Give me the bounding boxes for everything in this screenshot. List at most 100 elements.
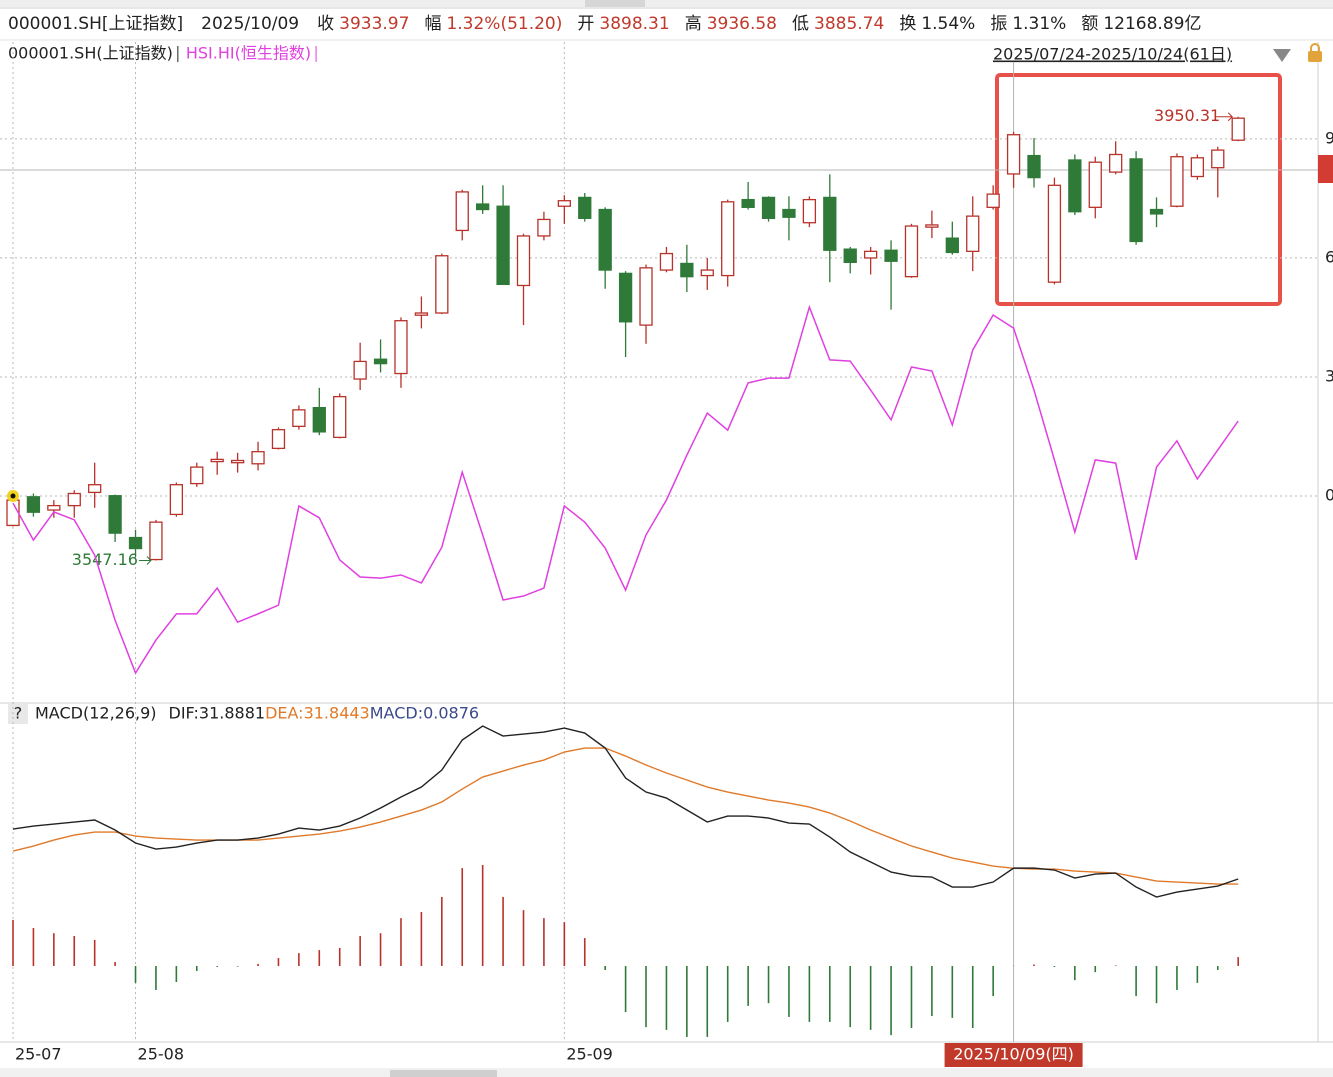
- candle-body: [680, 262, 694, 278]
- candle-body: [1231, 117, 1245, 141]
- field-label: 开: [577, 14, 594, 34]
- candle-body: [516, 235, 531, 287]
- macd-legend-name: DIF:: [169, 704, 199, 723]
- candle-body: [700, 269, 714, 277]
- legend-entry: HSI.HI(恒生指数): [186, 44, 311, 63]
- candle-body: [414, 312, 429, 316]
- candle-body: [863, 250, 878, 259]
- candle-body: [149, 521, 163, 561]
- candle-body: [1027, 154, 1041, 179]
- field-value: 1.31%: [1012, 14, 1066, 34]
- field-label: 振: [990, 14, 1007, 34]
- candle-body: [1047, 184, 1062, 283]
- candle-body: [128, 536, 143, 550]
- candle-body: [925, 224, 939, 228]
- candle-body: [578, 196, 592, 219]
- candle-body: [1109, 153, 1123, 173]
- candle-body: [618, 272, 633, 323]
- help: ?: [14, 704, 23, 723]
- candle-body: [782, 208, 796, 218]
- lock-icon[interactable]: [1308, 51, 1322, 62]
- x-tick-label: 25-09: [566, 1045, 613, 1064]
- candle-body: [373, 358, 388, 365]
- candle-body: [639, 267, 653, 326]
- macd-legend-value: 31.8881: [199, 704, 265, 723]
- candle-body: [659, 252, 674, 271]
- candle-body: [496, 205, 510, 286]
- candle-body: [1190, 157, 1205, 178]
- x-tick-label: 25-08: [138, 1045, 185, 1064]
- candle-body: [1129, 158, 1143, 243]
- candle-body: [802, 198, 817, 224]
- field-label: 额: [1081, 14, 1098, 34]
- candle-body: [1068, 159, 1082, 213]
- candle-body: [966, 215, 980, 253]
- macd-line: [12, 747, 1239, 885]
- field-label: 高: [685, 14, 702, 34]
- macd-title: MACD(12,26,9): [35, 704, 157, 723]
- low-arrow: [138, 556, 152, 565]
- candle-body: [67, 492, 81, 507]
- high-arrow: [1216, 112, 1233, 122]
- low-label: 3547.16: [72, 550, 138, 569]
- candle-body: [884, 249, 898, 262]
- macd-legend-value: 31.8443: [304, 704, 370, 723]
- candle-body: [292, 409, 306, 428]
- candle-body: [88, 484, 102, 494]
- candle-body: [823, 196, 837, 251]
- candle-body: [761, 196, 776, 219]
- x-tick-label: 25-07: [15, 1045, 62, 1064]
- candle-body: [251, 451, 265, 465]
- field-value: 1.54%: [921, 14, 975, 34]
- candle-body: [230, 459, 245, 464]
- macd-legend-value: 0.0876: [423, 704, 479, 723]
- candle-body: [394, 320, 408, 375]
- date-range[interactable]: 2025/07/24-2025/10/24(61日): [993, 45, 1232, 64]
- candle-body: [945, 237, 959, 254]
- y-tick-label: 9: [1325, 128, 1333, 147]
- candle-body: [843, 248, 857, 264]
- candle-body: [904, 225, 919, 278]
- scroll-thumb[interactable]: [390, 1070, 497, 1077]
- field-value: 3933.97: [339, 14, 409, 34]
- highlight-box: [995, 73, 1282, 306]
- candle-body: [557, 200, 571, 207]
- candle-body: [598, 208, 612, 271]
- candle-body: [1170, 156, 1184, 207]
- field-value: 12168.89亿: [1103, 14, 1201, 34]
- y-tick-label: 0: [1325, 486, 1333, 505]
- field-value: 3936.58: [707, 14, 777, 34]
- field-label: 低: [792, 14, 809, 34]
- candle-body: [333, 395, 347, 439]
- date: 2025/10/09: [201, 14, 299, 34]
- candle-body: [455, 191, 469, 232]
- candle-body: [210, 458, 224, 463]
- candle-body: [353, 360, 367, 380]
- candle-body: [1149, 208, 1164, 215]
- field-label: 换: [899, 14, 916, 34]
- candle-body: [741, 198, 755, 208]
- candle-body: [476, 203, 490, 211]
- price-tag: [1318, 155, 1333, 183]
- candle-body: [312, 407, 326, 433]
- candle-body: [108, 495, 122, 534]
- candle-body: [986, 193, 1000, 208]
- field-value: 3885.74: [814, 14, 884, 34]
- candle-body: [47, 504, 61, 511]
- field-value: 1.32%(51.20): [446, 14, 562, 34]
- base-dot-center: [10, 493, 16, 499]
- high-label: 3950.31: [1154, 106, 1220, 125]
- candle-body: [537, 218, 551, 237]
- candle-body: [190, 466, 204, 485]
- legend-entry: 000001.SH(上证指数): [8, 44, 173, 63]
- lock-icon: [1310, 43, 1320, 51]
- candle-body: [1006, 134, 1021, 175]
- field-label: 收: [317, 14, 334, 34]
- range-dropdown[interactable]: [1273, 49, 1291, 62]
- tab-strip: [0, 0, 1333, 7]
- crosshair-label-bg: [944, 1043, 1083, 1067]
- candle-body: [1211, 149, 1225, 169]
- scrollbar[interactable]: [0, 1068, 1333, 1077]
- candle-body: [169, 484, 184, 516]
